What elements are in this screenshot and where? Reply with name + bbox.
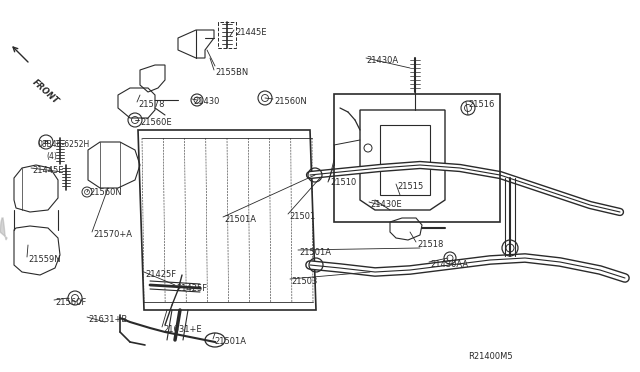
Text: 21560N: 21560N bbox=[274, 97, 307, 106]
Text: 21501A: 21501A bbox=[214, 337, 246, 346]
Text: 21570+A: 21570+A bbox=[93, 230, 132, 239]
Text: 21445E: 21445E bbox=[235, 28, 266, 37]
Text: 21501A: 21501A bbox=[224, 215, 256, 224]
Text: 21560N: 21560N bbox=[89, 188, 122, 197]
Text: (4): (4) bbox=[46, 152, 57, 161]
Text: 21578: 21578 bbox=[138, 100, 164, 109]
Bar bbox=[334, 94, 500, 222]
Text: 21430AA: 21430AA bbox=[430, 260, 468, 269]
Text: 21631+E: 21631+E bbox=[163, 325, 202, 334]
Text: 21510: 21510 bbox=[330, 178, 356, 187]
Text: 21560E: 21560E bbox=[140, 118, 172, 127]
Text: B: B bbox=[44, 140, 49, 144]
Text: R21400M5: R21400M5 bbox=[468, 352, 513, 361]
Text: 21425F: 21425F bbox=[145, 270, 176, 279]
Text: 21515: 21515 bbox=[397, 182, 423, 191]
Text: 21516: 21516 bbox=[468, 100, 494, 109]
Text: 21501: 21501 bbox=[289, 212, 316, 221]
Text: 08B46-6252H: 08B46-6252H bbox=[38, 140, 90, 149]
Text: FRONT: FRONT bbox=[30, 78, 60, 106]
Text: 21501A: 21501A bbox=[299, 248, 331, 257]
Text: 21559N: 21559N bbox=[28, 255, 61, 264]
Text: 21503: 21503 bbox=[291, 277, 317, 286]
Text: 21430A: 21430A bbox=[366, 56, 398, 65]
Text: 21445E: 21445E bbox=[32, 166, 63, 175]
Text: 21430: 21430 bbox=[193, 97, 220, 106]
Text: 21518: 21518 bbox=[417, 240, 444, 249]
Text: 21560F: 21560F bbox=[55, 298, 86, 307]
Polygon shape bbox=[0, 218, 7, 240]
Text: 21430E: 21430E bbox=[370, 200, 402, 209]
Text: 2155BN: 2155BN bbox=[215, 68, 248, 77]
Text: 21631+B: 21631+B bbox=[88, 315, 127, 324]
Text: 21425F: 21425F bbox=[176, 284, 207, 293]
